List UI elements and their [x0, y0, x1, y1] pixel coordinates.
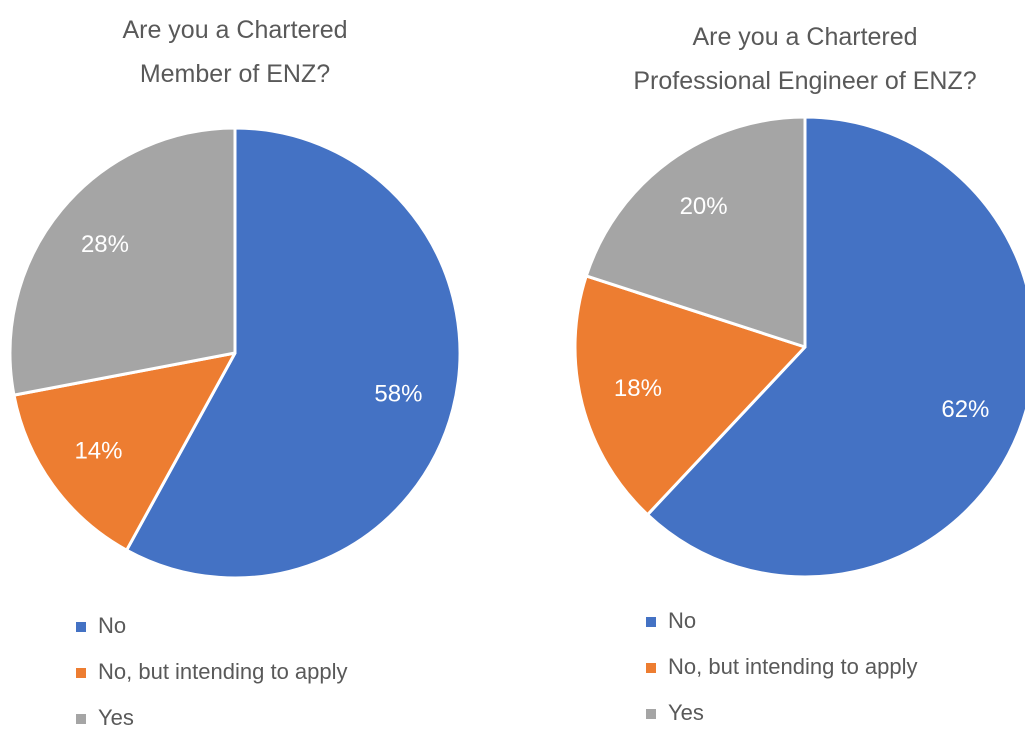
pie-slice: [8, 126, 237, 397]
chart-title: Are you a Chartered Professional Enginee…: [633, 23, 977, 95]
legend-marker: [76, 622, 86, 632]
legend-marker: [76, 668, 86, 678]
legend-marker: [76, 714, 86, 724]
legend-marker: [646, 663, 656, 673]
pie-slice: [573, 274, 807, 517]
data-label: 20%: [680, 193, 728, 220]
pie-slice: [646, 115, 1025, 579]
legend-marker: [646, 709, 656, 719]
legend-label: No: [98, 613, 126, 638]
data-label: 62%: [941, 396, 989, 423]
data-label: 14%: [74, 438, 122, 465]
data-label: 18%: [614, 375, 662, 402]
data-label: 58%: [374, 380, 422, 407]
pie-slice: [12, 351, 237, 552]
legend-label: No, but intending to apply: [668, 654, 918, 679]
chart-title: Are you a Chartered Member of ENZ?: [122, 16, 348, 88]
legend-marker: [646, 617, 656, 627]
legend-label: Yes: [668, 700, 704, 725]
legend-label: No: [668, 608, 696, 633]
pie-slice: [125, 126, 462, 580]
legend-label: Yes: [98, 705, 134, 729]
legend-label: No, but intending to apply: [98, 659, 348, 684]
pie-slice: [584, 115, 807, 349]
data-label: 28%: [81, 231, 129, 258]
